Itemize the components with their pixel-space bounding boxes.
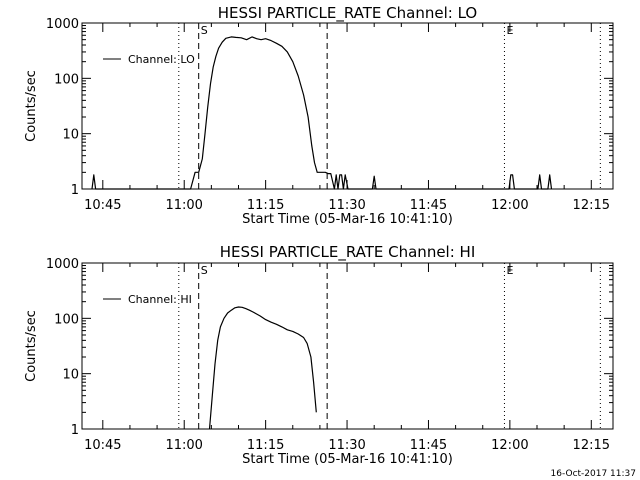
- y-axis-label: Counts/sec: [24, 310, 39, 382]
- x-axis-label: Start Time (05-Mar-16 10:41:10): [242, 452, 453, 467]
- x-tick-label: 11:30: [328, 438, 365, 453]
- x-tick-label: 12:15: [573, 438, 610, 453]
- timestamp-footer: 16-Oct-2017 11:37: [551, 469, 636, 479]
- x-tick-label: 12:15: [573, 198, 610, 213]
- plot-frame: [81, 262, 614, 430]
- y-tick-label: 1: [71, 423, 79, 438]
- chart-lo-channel: HESSI PARTICLE_RATE Channel: LO 10:45 11:0…: [24, 4, 614, 227]
- x-tick-label: 11:45: [410, 198, 447, 213]
- marker-label: S: [201, 24, 208, 37]
- x-tick-label: 12:00: [491, 438, 528, 453]
- x-tick-label: 12:00: [491, 198, 528, 213]
- x-tick-label: 10:45: [84, 438, 121, 453]
- y-tick-label: 10: [62, 368, 79, 383]
- chart-title: HESSI PARTICLE_RATE Channel: LO: [218, 4, 477, 23]
- x-tick-label: 11:45: [410, 438, 447, 453]
- y-axis-label: Counts/sec: [24, 70, 39, 142]
- series-line: [91, 36, 553, 190]
- x-axis-label: Start Time (05-Mar-16 10:41:10): [242, 212, 453, 227]
- y-tick-label: 10: [62, 128, 79, 143]
- chart-title: HESSI PARTICLE_RATE Channel: HI: [220, 243, 476, 262]
- series-line: [208, 306, 317, 430]
- marker-label: S: [201, 264, 208, 277]
- plot-frame: [81, 22, 614, 190]
- y-tick-label: 1000: [46, 17, 79, 32]
- y-tick-label: 100: [54, 312, 79, 327]
- marker-label: E: [506, 24, 513, 37]
- x-tick-label: 10:45: [84, 198, 121, 213]
- x-tick-label: 11:00: [165, 438, 202, 453]
- legend-label: Channel: HI: [128, 293, 192, 306]
- x-tick-label: 11:00: [165, 198, 202, 213]
- x-tick-label: 11:15: [247, 198, 284, 213]
- y-tick-label: 1000: [46, 257, 79, 272]
- x-tick-label: 11:15: [247, 438, 284, 453]
- marker-label: E: [506, 264, 513, 277]
- legend-label: Channel: LO: [128, 53, 195, 66]
- x-tick-label: 11:30: [328, 198, 365, 213]
- chart-hi-channel: HESSI PARTICLE_RATE Channel: HI 10:45 11:0…: [24, 243, 614, 467]
- y-tick-label: 100: [54, 72, 79, 87]
- y-tick-label: 1: [71, 183, 79, 198]
